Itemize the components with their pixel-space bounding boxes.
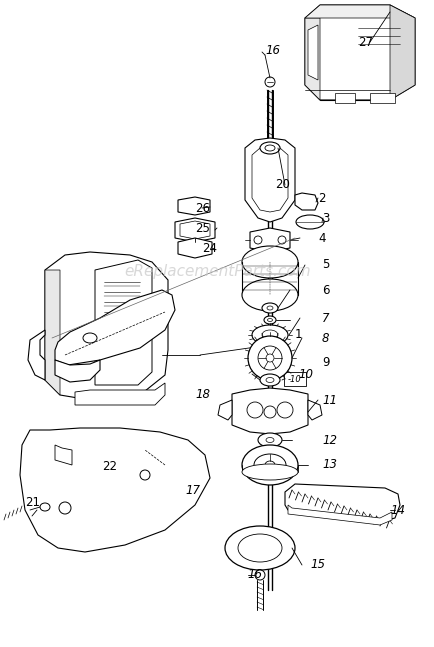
Polygon shape xyxy=(20,428,210,552)
Text: 20: 20 xyxy=(274,179,289,192)
Text: eReplacementParts.com: eReplacementParts.com xyxy=(124,264,310,280)
Polygon shape xyxy=(294,193,317,210)
Ellipse shape xyxy=(263,406,275,418)
Text: 9: 9 xyxy=(321,355,329,369)
Polygon shape xyxy=(307,400,321,420)
Text: 24: 24 xyxy=(201,241,217,254)
Text: 16: 16 xyxy=(247,569,261,582)
Ellipse shape xyxy=(247,336,291,380)
Polygon shape xyxy=(304,5,414,18)
Polygon shape xyxy=(178,238,211,258)
Text: 14: 14 xyxy=(389,503,404,516)
Text: 15: 15 xyxy=(309,558,324,571)
Ellipse shape xyxy=(264,77,274,87)
Ellipse shape xyxy=(276,402,293,418)
Text: 13: 13 xyxy=(321,459,336,472)
Text: -10: -10 xyxy=(287,375,301,384)
Ellipse shape xyxy=(251,325,287,345)
Polygon shape xyxy=(334,93,354,103)
Polygon shape xyxy=(174,218,214,242)
Polygon shape xyxy=(55,445,72,465)
Text: 22: 22 xyxy=(102,459,117,472)
Text: 18: 18 xyxy=(194,388,210,402)
Text: 4: 4 xyxy=(317,232,325,245)
Ellipse shape xyxy=(263,316,275,324)
Polygon shape xyxy=(75,383,164,405)
Ellipse shape xyxy=(241,445,297,485)
Polygon shape xyxy=(231,388,307,434)
Text: 12: 12 xyxy=(321,433,336,446)
Polygon shape xyxy=(178,197,210,215)
Polygon shape xyxy=(45,252,168,400)
Bar xyxy=(354,22,402,70)
Polygon shape xyxy=(250,228,289,252)
Polygon shape xyxy=(55,360,100,382)
Text: 21: 21 xyxy=(25,496,40,509)
Ellipse shape xyxy=(254,570,264,580)
Polygon shape xyxy=(251,146,287,212)
Text: 26: 26 xyxy=(194,201,210,215)
Ellipse shape xyxy=(241,246,297,278)
Polygon shape xyxy=(55,290,174,365)
Ellipse shape xyxy=(295,215,323,229)
Ellipse shape xyxy=(224,526,294,570)
Polygon shape xyxy=(307,25,317,80)
Polygon shape xyxy=(304,5,414,100)
Text: 1: 1 xyxy=(294,329,302,342)
Ellipse shape xyxy=(247,402,263,418)
Ellipse shape xyxy=(260,142,279,154)
Polygon shape xyxy=(180,221,210,239)
Text: 10: 10 xyxy=(297,367,312,380)
Bar xyxy=(283,372,305,386)
Text: 27: 27 xyxy=(357,36,372,49)
Polygon shape xyxy=(389,5,414,100)
Ellipse shape xyxy=(241,279,297,311)
Text: 2: 2 xyxy=(317,192,325,204)
Polygon shape xyxy=(244,138,294,222)
Polygon shape xyxy=(287,505,391,525)
Polygon shape xyxy=(304,18,319,100)
Text: 17: 17 xyxy=(184,483,200,496)
Polygon shape xyxy=(217,400,231,420)
Text: 11: 11 xyxy=(321,393,336,406)
Polygon shape xyxy=(28,330,45,380)
Ellipse shape xyxy=(241,464,297,480)
Polygon shape xyxy=(45,270,60,395)
Polygon shape xyxy=(369,93,394,103)
Polygon shape xyxy=(284,484,399,522)
Text: 5: 5 xyxy=(321,259,329,272)
Ellipse shape xyxy=(260,374,279,386)
Text: 3: 3 xyxy=(321,212,329,225)
Bar xyxy=(102,278,144,346)
Ellipse shape xyxy=(264,145,274,151)
Ellipse shape xyxy=(261,303,277,313)
Text: 6: 6 xyxy=(321,283,329,296)
Ellipse shape xyxy=(257,433,281,447)
Text: 16: 16 xyxy=(264,43,279,56)
Polygon shape xyxy=(95,260,151,385)
Text: 7: 7 xyxy=(321,311,329,325)
Text: 25: 25 xyxy=(194,221,209,234)
Text: 8: 8 xyxy=(321,331,329,344)
